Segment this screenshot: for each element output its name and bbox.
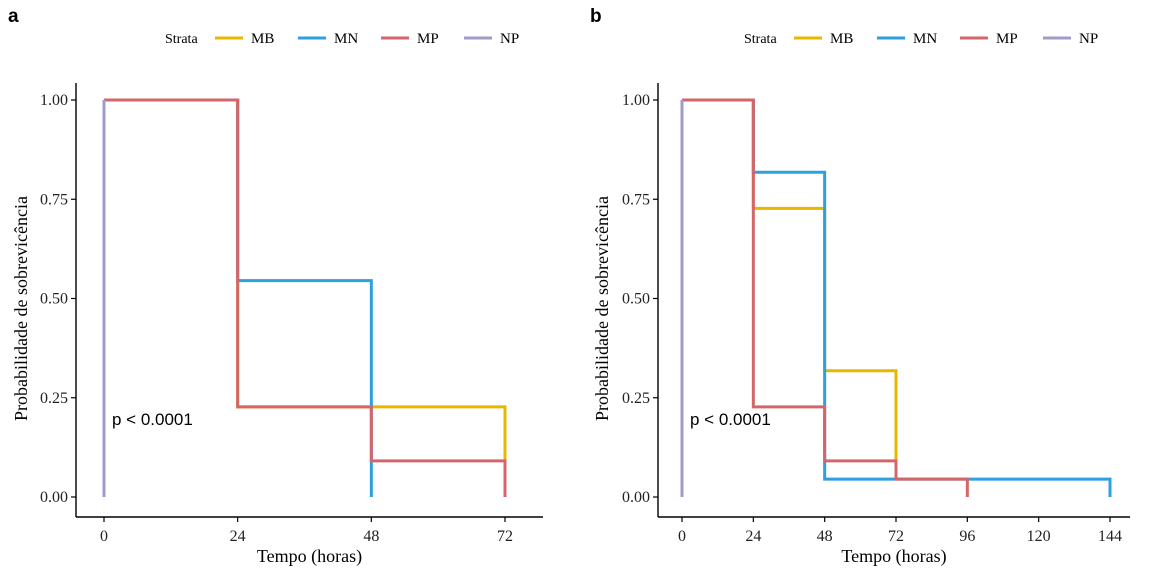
y-tick-label: 0.00 xyxy=(622,489,650,506)
y-axis-title: Probabilidade de sobrevicência xyxy=(592,196,612,421)
y-tick-label: 0.25 xyxy=(622,390,650,407)
y-axis-title: Probabilidade de sobrevicência xyxy=(11,196,31,421)
legend: Strata MB MN MP NP xyxy=(744,31,1098,47)
y-tick-label: 1.00 xyxy=(622,92,650,109)
x-tick-label: 0 xyxy=(678,528,686,545)
x-tick-label: 120 xyxy=(1027,528,1051,545)
p-value-annotation: p < 0.0001 xyxy=(112,410,193,429)
legend-label-mp: MP xyxy=(996,31,1018,47)
legend-label-mp: MP xyxy=(417,31,439,47)
x-tick-label: 72 xyxy=(497,528,513,545)
x-tick-label: 24 xyxy=(230,528,246,545)
y-tick-label: 0.00 xyxy=(40,489,68,506)
legend-label-np: NP xyxy=(500,31,519,47)
y-tick-label: 0.75 xyxy=(40,191,68,208)
legend-title: Strata xyxy=(744,32,777,47)
curve-mp xyxy=(104,98,507,497)
x-tick-label: 144 xyxy=(1098,528,1122,545)
y-tick-label: 0.50 xyxy=(40,291,68,308)
x-axis-title: Tempo (horas) xyxy=(841,546,946,567)
y-tick-label: 0.50 xyxy=(622,291,650,308)
legend-label-mb: MB xyxy=(251,31,274,47)
survival-curves xyxy=(680,98,1112,497)
p-value-annotation: p < 0.0001 xyxy=(690,410,771,429)
x-axis-title: Tempo (horas) xyxy=(257,546,362,567)
x-tick-label: 24 xyxy=(745,528,761,545)
y-tick-label: 0.25 xyxy=(40,390,68,407)
legend-title: Strata xyxy=(165,32,198,47)
legend: Strata MB MN MP NP xyxy=(165,31,519,47)
legend-label-mn: MN xyxy=(913,31,937,47)
panel-letter-a: a xyxy=(8,6,19,27)
chart-panel-a: Strata MB MN MP NP 0.00 0.25 0.50 0.75 1.00 0 24 48 7… xyxy=(11,31,543,567)
x-tick-label: 72 xyxy=(888,528,904,545)
survival-curves xyxy=(102,98,507,497)
legend-label-mb: MB xyxy=(830,31,853,47)
curve-mp xyxy=(682,98,969,497)
x-tick-label: 48 xyxy=(363,528,379,545)
panel-letter-b: b xyxy=(590,6,602,27)
chart-panel-b: Strata MB MN MP NP 0.00 0.25 0.50 0.75 1.00 0 24 48 7… xyxy=(592,31,1130,567)
y-tick-label: 0.75 xyxy=(622,191,650,208)
x-tick-label: 96 xyxy=(959,528,975,545)
legend-label-mn: MN xyxy=(334,31,358,47)
x-tick-label: 0 xyxy=(100,528,108,545)
legend-label-np: NP xyxy=(1079,31,1098,47)
y-tick-label: 1.00 xyxy=(40,92,68,109)
x-tick-label: 48 xyxy=(817,528,833,545)
